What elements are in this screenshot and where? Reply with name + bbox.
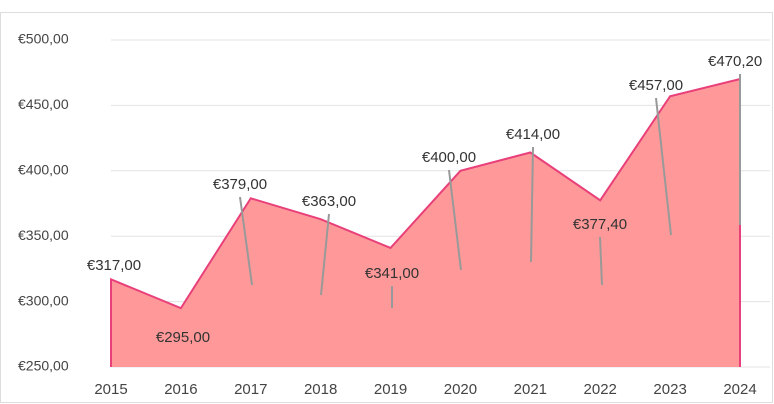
leader-line — [448, 169, 462, 271]
x-tick-label: 2015 — [94, 381, 127, 398]
leader-line — [320, 213, 330, 296]
area — [111, 78, 740, 368]
line — [110, 77, 741, 367]
x-tick-label: 2022 — [584, 381, 617, 398]
data-label: €341,00 — [365, 265, 419, 282]
x-tick-label: 2017 — [234, 381, 267, 398]
x-tick-label: 2016 — [164, 381, 197, 398]
y-tick-label: €500,00 — [18, 31, 69, 47]
leader-line — [655, 97, 672, 236]
data-label: €363,00 — [302, 193, 356, 210]
data-label: €317,00 — [87, 257, 141, 274]
y-tick-label: €450,00 — [18, 96, 69, 112]
x-tick-label: 2019 — [374, 381, 407, 398]
y-tick-label: €300,00 — [18, 292, 69, 308]
data-label: €470,20 — [708, 53, 762, 70]
y-tick-label: €350,00 — [18, 227, 69, 243]
data-label: €414,00 — [506, 126, 560, 143]
data-label: €379,00 — [213, 176, 267, 193]
x-tick-label: 2018 — [304, 381, 337, 398]
x-tick-label: 2021 — [514, 381, 547, 398]
data-label: €457,00 — [629, 77, 683, 94]
leader-line — [599, 236, 603, 286]
y-tick-label: €400,00 — [18, 162, 69, 178]
data-label: €377,40 — [573, 216, 627, 233]
y-tick-label: €250,00 — [18, 358, 69, 374]
x-tick-label: 2024 — [723, 381, 756, 398]
x-tick-label: 2023 — [653, 381, 686, 398]
x-tick-label: 2020 — [444, 381, 477, 398]
data-label: €400,00 — [422, 149, 476, 166]
data-label: €295,00 — [156, 329, 210, 346]
leader-line — [530, 146, 534, 263]
frame — [0, 12, 773, 403]
leader-line — [239, 196, 253, 286]
